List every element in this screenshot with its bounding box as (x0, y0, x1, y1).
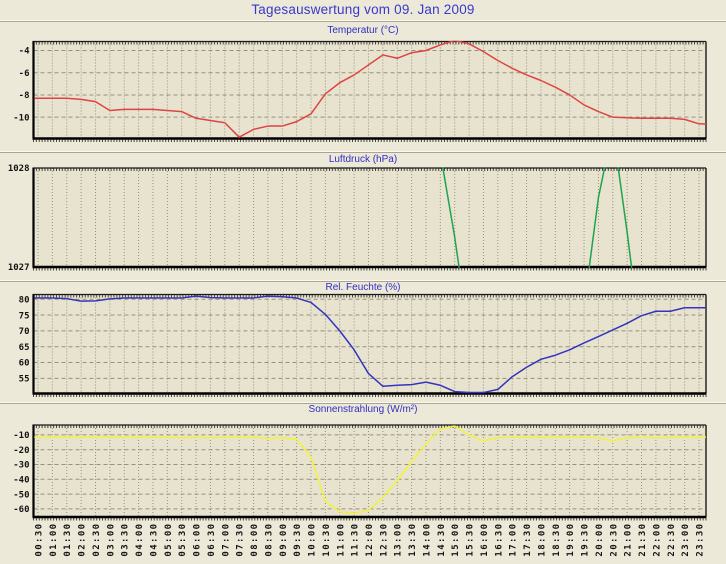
plot-3-series-line (34, 425, 707, 515)
page-title: Tagesauswertung vom 09. Jan 2009 (251, 2, 475, 17)
x-tick-label: 01:30 (63, 523, 73, 557)
separator (0, 20, 726, 22)
y-tick-label: -4 (19, 47, 30, 57)
x-tick-label: 20:30 (609, 523, 619, 557)
x-tick-label: 16:00 (480, 523, 490, 557)
y-tick-label: 70 (19, 327, 30, 337)
pressure-chart-title: Luftdruck (hPa) (328, 154, 398, 165)
radiation-plot: -10 -20 -30 -40 -50 -60 (13, 424, 707, 521)
y-tick-label: 75 (19, 311, 30, 321)
x-tick-label: 18:00 (537, 523, 547, 557)
x-tick-label: 11:30 (351, 523, 361, 557)
humidity-chart-title: Rel. Feuchte (%) (325, 282, 401, 293)
x-tick-label: 00:30 (35, 523, 45, 557)
x-tick-label: 10:00 (308, 523, 318, 557)
separator (0, 280, 726, 282)
x-tick-label: 02:00 (78, 523, 88, 557)
x-tick-label: 05:00 (164, 523, 174, 557)
x-tick-label: 06:00 (193, 523, 203, 557)
x-tick-label: 08:00 (250, 523, 260, 557)
x-tick-label: 15:30 (466, 523, 476, 557)
y-tick-label: 60 (19, 359, 30, 369)
y-tick-label: -40 (13, 475, 29, 485)
x-axis-labels: 00:30 01:00 01:30 02:00 02:30 03:00 03:30 04:00… (35, 523, 706, 557)
x-tick-label: 03:00 (106, 523, 116, 557)
x-tick-label: 21:00 (624, 523, 634, 557)
x-tick-label: 16:30 (494, 523, 504, 557)
y-tick-label: -20 (13, 446, 29, 456)
x-tick-label: 02:30 (92, 523, 102, 557)
y-tick-label: -60 (13, 505, 29, 515)
temperature-chart-title: Temperatur (°C) (327, 25, 399, 36)
x-tick-label: 22:00 (652, 523, 662, 557)
x-tick-label: 09:00 (279, 523, 289, 557)
x-tick-label: 22:30 (667, 523, 677, 557)
x-tick-label: 14:00 (422, 523, 432, 557)
x-tick-label: 19:00 (566, 523, 576, 557)
y-tick-label: 1028 (8, 164, 30, 174)
x-tick-label: 19:30 (581, 523, 591, 557)
y-tick-label: -10 (13, 431, 29, 441)
radiation-chart-title: Sonnenstrahlung (W/m²) (308, 404, 418, 415)
x-tick-label: 21:30 (638, 523, 648, 557)
x-tick-label: 13:00 (394, 523, 404, 557)
pressure-plot: 1028 1027 (8, 164, 707, 272)
x-tick-label: 23:30 (696, 523, 706, 557)
x-tick-label: 17:00 (509, 523, 519, 557)
x-tick-label: 12:00 (365, 523, 375, 557)
x-tick-label: 11:00 (336, 523, 346, 557)
y-tick-label: 65 (19, 343, 30, 353)
y-tick-label: -50 (13, 490, 29, 500)
x-tick-label: 03:30 (121, 523, 131, 557)
y-tick-label: -30 (13, 461, 29, 471)
temperature-plot: -4 -6 -8 -10 (13, 40, 707, 142)
x-tick-label: 14:30 (437, 523, 447, 557)
x-tick-label: 04:00 (135, 523, 145, 557)
x-tick-label: 07:30 (236, 523, 246, 557)
x-tick-label: 05:30 (178, 523, 188, 557)
y-tick-label: 80 (19, 295, 30, 305)
plot-0-series-line (34, 40, 707, 138)
x-tick-label: 06:30 (207, 523, 217, 557)
separator (0, 402, 726, 404)
x-tick-label: 18:30 (552, 523, 562, 557)
plot-1-series-line (441, 167, 633, 268)
x-tick-label: 17:30 (523, 523, 533, 557)
x-tick-label: 09:30 (293, 523, 303, 557)
y-tick-label: 55 (19, 375, 30, 385)
x-tick-label: 01:00 (49, 523, 59, 557)
x-tick-label: 04:30 (149, 523, 159, 557)
separator (0, 151, 726, 153)
x-tick-label: 12:30 (379, 523, 389, 557)
humidity-plot: 80 75 70 65 60 55 (19, 293, 707, 397)
x-tick-label: 10:30 (322, 523, 332, 557)
y-tick-label: -10 (13, 113, 29, 123)
plot-2-series-line (34, 295, 707, 394)
y-tick-label: -8 (19, 91, 30, 101)
x-tick-label: 07:00 (221, 523, 231, 557)
x-tick-label: 15:00 (451, 523, 461, 557)
y-tick-label: 1027 (8, 263, 30, 272)
x-tick-label: 13:30 (408, 523, 418, 557)
x-tick-label: 20:00 (595, 523, 605, 557)
y-tick-label: -6 (19, 69, 30, 79)
x-tick-label: 08:30 (264, 523, 274, 557)
x-tick-label: 23:00 (681, 523, 691, 557)
